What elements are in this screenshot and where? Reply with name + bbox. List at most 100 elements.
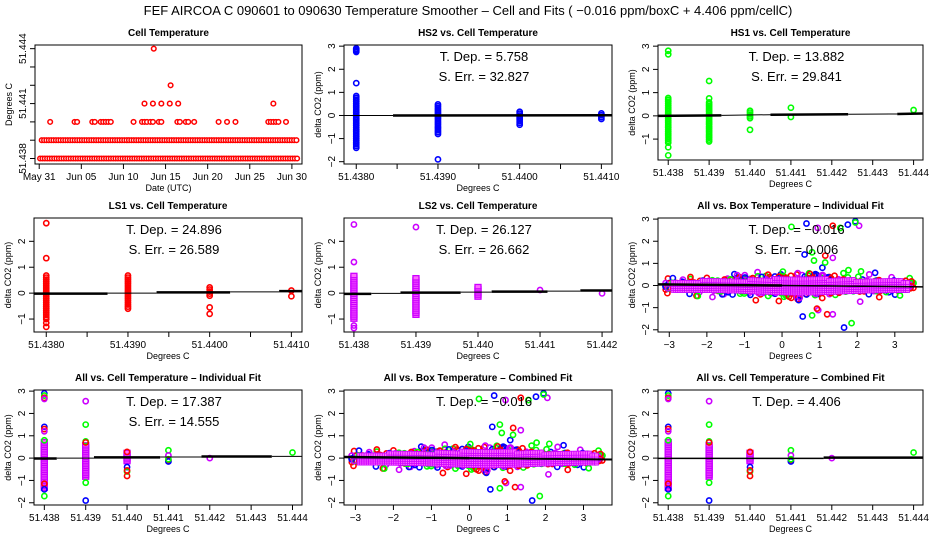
panel-all-vs-cell-combined: All vs. Cell Temperature – Combined Fit 5…: [627, 373, 929, 534]
data-point: [474, 283, 482, 290]
y-tick-label: 2: [17, 238, 28, 244]
y-tick-label: −1: [641, 474, 652, 486]
data-point: [434, 100, 442, 108]
data-point-ls2: [856, 298, 864, 306]
outlier-point: [829, 254, 837, 262]
data-point: [167, 82, 174, 89]
data-point-ls2: [709, 293, 716, 301]
data-point-ls2: [82, 397, 90, 405]
x-tick-label: 51.443: [857, 513, 888, 524]
y-tick-label: 1: [641, 89, 652, 95]
data-point: [158, 118, 165, 125]
y-tick-label: 0: [17, 290, 28, 296]
outlier-point: [664, 50, 672, 58]
x-tick-label: 51.442: [817, 168, 848, 179]
x-tick-label: 51.440: [112, 513, 143, 524]
outlier-point: [705, 77, 713, 85]
fit-annotation: T. Dep. = 17.387: [126, 394, 222, 409]
y-tick-label: −2: [17, 497, 28, 509]
data-point-hs2: [165, 458, 172, 465]
outlier-point: [848, 319, 855, 327]
data-point-ls1: [506, 467, 514, 475]
data-point: [350, 272, 358, 279]
outlier-point: [350, 322, 358, 329]
x-tick-label: 51.442: [587, 340, 618, 351]
x-tick-label: 51.439: [694, 513, 725, 524]
x-tick-label: 51.441: [525, 340, 556, 351]
data-point-hs1: [509, 431, 517, 439]
x-tick-label: 51.444: [898, 513, 929, 524]
data-point: [352, 92, 360, 100]
outlier-point: [823, 310, 831, 318]
data-point-ls2: [794, 269, 802, 277]
x-tick-label: 51.441: [153, 513, 184, 524]
data-point-ls1: [752, 296, 760, 304]
data-point: [206, 284, 214, 291]
data-point: [294, 155, 301, 162]
outlier-point: [517, 426, 525, 434]
data-point-ls1: [687, 273, 694, 281]
data-point-ls1: [40, 425, 48, 433]
panel-all-vs-box-combined: All vs. Box Temperature – Combined Fit −3…: [313, 373, 613, 534]
outlier-point: [910, 106, 917, 114]
data-point-hs1: [705, 479, 713, 487]
data-point-hs1: [40, 392, 48, 399]
data-point-ls1: [775, 297, 783, 305]
data-point-ls1: [462, 470, 470, 478]
outlier-point: [350, 258, 358, 266]
data-point: [175, 100, 182, 107]
y-tick-label: 1: [17, 433, 28, 439]
outlier-point: [42, 319, 50, 327]
y-tick-label: −1: [17, 313, 28, 325]
y-tick-label: −2: [641, 324, 652, 336]
outlier-point: [808, 248, 816, 256]
data-point-ls1: [664, 425, 672, 433]
outlier-point: [836, 224, 844, 232]
x-tick-label: 51.441: [776, 168, 807, 179]
data-point-ls2: [733, 271, 741, 279]
data-point-hs1: [840, 269, 847, 277]
data-point-ls2: [754, 268, 761, 276]
data-point-ls1: [875, 293, 883, 301]
outlier-point: [517, 483, 525, 491]
x-axis-label: Degrees C: [456, 183, 500, 193]
data-point-ls1: [746, 448, 754, 456]
data-point-ls2: [664, 395, 672, 403]
x-axis-label: Degrees C: [146, 524, 190, 534]
y-tick-label: 0: [17, 455, 28, 461]
outlier-point: [536, 492, 544, 500]
outlier-point: [524, 396, 532, 404]
fit-annotation: T. Dep. = −0.016: [748, 222, 844, 237]
data-point-ls2: [40, 395, 48, 403]
x-tick-label: 2: [543, 513, 549, 524]
x-tick-label: 51.438: [653, 513, 684, 524]
panel-title: LS2 vs. Cell Temperature: [419, 201, 538, 212]
y-tick-label: 3: [327, 43, 338, 49]
x-tick-label: 51.4390: [110, 340, 147, 351]
data-point-ls1: [813, 305, 821, 313]
y-tick-label: 2: [327, 410, 338, 416]
y-axis-label: delta CO2 (ppm): [627, 242, 637, 309]
data-point-hs1: [694, 292, 702, 300]
y-tick-label: 51.444: [18, 33, 29, 64]
outlier-point: [42, 254, 50, 262]
panel-hs1-vs-cell: HS1 vs. Cell Temperature 51.438 51.439 51.4…: [627, 28, 929, 189]
data-point-ls2: [664, 427, 672, 435]
outlier-point: [496, 421, 504, 429]
outlier-point: [475, 395, 483, 403]
x-tick-label: 51.439: [401, 340, 432, 351]
data-point: [185, 118, 192, 125]
outlier-point: [352, 45, 360, 52]
data-point-hs1: [910, 449, 917, 456]
data-point-hs1: [380, 465, 388, 473]
y-tick-label: 0: [641, 113, 652, 119]
outlier-point: [803, 220, 810, 227]
data-point-hs2: [818, 264, 826, 272]
data-point-hs1: [705, 421, 713, 429]
data-point: [215, 118, 222, 125]
outlier-point: [434, 155, 442, 163]
y-tick-label: 1: [641, 260, 652, 266]
data-point: [191, 118, 198, 125]
x-tick-label: 3: [892, 340, 898, 351]
x-tick-label: Jun 10: [108, 172, 138, 183]
